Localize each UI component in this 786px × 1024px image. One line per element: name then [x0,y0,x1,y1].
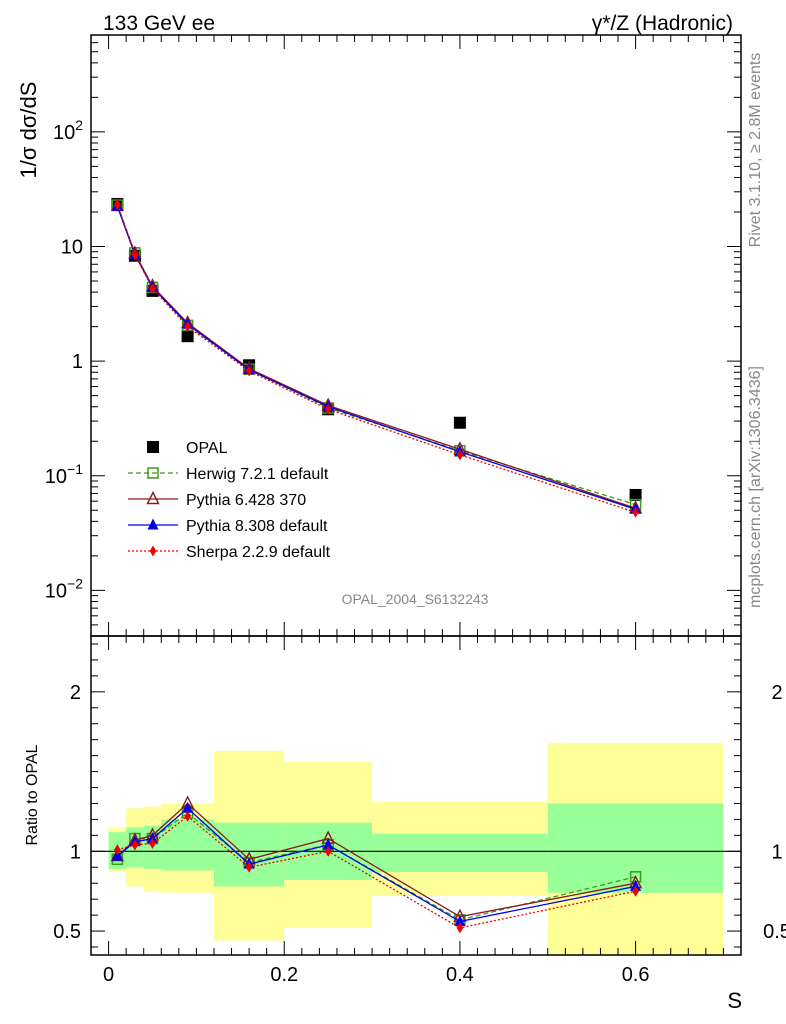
legend-label-herwig-7-2-1-default: Herwig 7.2.1 default [186,466,329,483]
main-y-tick-label: 10 [61,237,83,259]
main-point-opal-3 [181,330,194,343]
ratio-point-sherpa-2-2-9-default-5 [324,845,332,857]
ratio-point-sherpa-2-2-9-default-7 [632,885,639,897]
legend-label-pythia-8-308-default: Pythia 8.308 default [186,518,328,535]
x-tick-label: 0.6 [622,964,650,986]
main-y-tick-label: 1 [72,351,83,373]
x-tick-label: 0 [103,964,114,986]
ratio-y-tick-label: 1 [70,841,81,863]
ratio-point-pythia-8-308-default-5 [322,838,334,850]
ratio-y-tick-label: 0.5 [53,921,81,943]
mcplots-label: mcplots.cern.ch [arXiv:1306.3436] [747,366,764,608]
ratio-point-pythia-8-308-default-6 [454,915,466,927]
main-point-opal-6 [453,416,466,429]
main-point-sherpa-2-2-9-default-7 [632,506,639,518]
main-point-sherpa-2-2-9-default-6 [456,449,464,461]
x-tick-label: 0.2 [270,964,298,986]
ratio-inner-band-6 [372,833,548,873]
main-point-sherpa-2-2-9-default-5 [324,403,332,415]
ratio-inner-band-7 [547,803,724,893]
legend-label-sherpa-2-2-9-default: Sherpa 2.2.9 default [186,544,331,561]
ratio-point-sherpa-2-2-9-default-6 [456,922,464,934]
x-axis-label: S [727,988,742,1013]
main-point-sherpa-2-2-9-default-3 [184,321,191,333]
main-y-axis-label: 1/σ dσ/dS [16,82,41,179]
main-line-herwig-7-2-1-default [116,204,636,506]
ratio-y-axis-label: Ratio to OPAL [24,744,41,845]
main-line-pythia-6-428-370 [116,205,636,509]
main-point-sherpa-2-2-9-default-2 [149,283,156,295]
ratio-uncertainty-bands [108,742,724,955]
ratio-point-sherpa-2-2-9-default-4 [245,861,253,873]
legend-label-opal: OPAL [186,440,228,457]
ratio-plot-frame [90,635,742,956]
main-y-tick-label: 10−1 [45,461,83,488]
legend: OPAL Herwig 7.2.1 default Pythia 6.428 370… [128,440,331,561]
legend-marker-sherpa-2-2-9-default [149,545,157,557]
legend-marker-pythia-8-308-default [147,518,159,530]
ratio-inner-band-3 [161,819,214,871]
ratio-point-sherpa-2-2-9-default-3 [184,810,191,822]
main-line-pythia-8-308-default [116,206,636,510]
ratio-point-pythia-8-308-default-3 [182,801,194,813]
ratio-y-tick-label: 2 [70,682,81,704]
legend-marker-pythia-6-428-370 [146,490,160,505]
main-point-sherpa-2-2-9-default-0 [114,198,121,210]
main-point-sherpa-2-2-9-default-1 [131,249,139,261]
ratio-inner-band-4 [213,822,285,887]
main-y-tick-label: 102 [53,117,83,144]
right-title: γ*/Z (Hadronic) [592,12,733,35]
ratio-y-tick-label-right: 0.5 [763,921,786,943]
ratio-y-tick-label-right: 1 [771,841,782,863]
rivet-version-label: Rivet 3.1.10, ≥ 2.8M events [747,53,764,248]
ratio-point-pythia-8-308-default-7 [630,879,642,891]
x-tick-label: 0.4 [446,964,474,986]
main-line-sherpa-2-2-9-default [116,204,636,513]
legend-marker-herwig-7-2-1-default [147,467,159,479]
main-point-sherpa-2-2-9-default-4 [245,365,253,377]
ratio-point-sherpa-2-2-9-default-1 [131,839,139,851]
ratio-y-tick-label-right: 2 [771,682,782,704]
main-y-tick-label: 10−2 [45,575,83,602]
left-title: 133 GeV ee [103,12,215,35]
ratio-point-sherpa-2-2-9-default-2 [149,837,156,849]
legend-marker-opal [147,441,159,453]
main-point-opal-7 [629,488,642,501]
ratio-point-pythia-8-308-default-2 [146,832,158,844]
analysis-watermark: OPAL_2004_S6132243 [342,591,489,607]
legend-label-pythia-6-428-370: Pythia 6.428 370 [186,492,306,509]
ratio-point-sherpa-2-2-9-default-0 [114,844,121,856]
